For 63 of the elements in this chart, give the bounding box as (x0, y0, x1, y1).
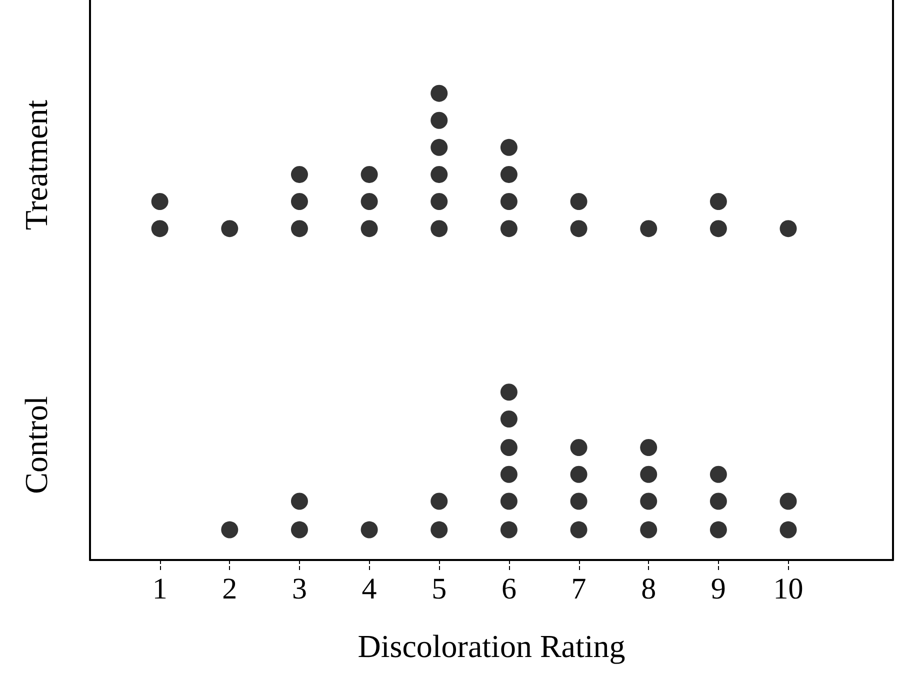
point (570, 439, 588, 456)
x-tick-label: 2 (222, 572, 238, 606)
point (430, 112, 448, 129)
point (360, 521, 378, 538)
point (430, 193, 448, 210)
point (570, 521, 588, 538)
point (500, 220, 518, 238)
point (430, 521, 448, 538)
point (500, 410, 518, 428)
point (570, 193, 588, 210)
point (430, 166, 448, 183)
point (640, 220, 658, 238)
point (290, 220, 308, 238)
point (430, 220, 448, 238)
point (430, 492, 448, 510)
x-tick-label: 3 (292, 572, 307, 606)
point (500, 439, 518, 456)
point (570, 466, 588, 483)
point (290, 492, 308, 510)
point (500, 193, 518, 210)
point (290, 193, 308, 210)
point (710, 220, 727, 238)
point (640, 439, 658, 456)
x-tick-label: 5 (432, 572, 447, 606)
point (640, 492, 658, 510)
point (710, 193, 727, 210)
point (290, 521, 308, 538)
point (500, 166, 518, 183)
point (360, 193, 378, 210)
x-tick-label: 9 (710, 572, 726, 606)
point (430, 138, 448, 156)
point (500, 492, 518, 510)
point (710, 492, 727, 510)
point (710, 466, 727, 483)
point (780, 492, 797, 510)
point (500, 384, 518, 401)
x-tick-label: 1 (152, 572, 168, 606)
point (500, 466, 518, 483)
point (221, 220, 238, 238)
point (640, 466, 658, 483)
point (151, 193, 168, 210)
x-axis-title: Discoloration Rating (358, 628, 626, 664)
point (500, 138, 518, 156)
point (360, 220, 378, 238)
point (500, 521, 518, 538)
point (780, 220, 797, 238)
point (430, 84, 448, 102)
point (710, 521, 727, 538)
point (570, 220, 588, 238)
point (151, 220, 168, 238)
point (290, 166, 308, 183)
y-axis-title: Control (18, 396, 54, 494)
x-tick-label: 6 (501, 572, 516, 606)
point (360, 166, 378, 183)
point (221, 521, 238, 538)
x-tick-label: 7 (571, 572, 586, 606)
point (780, 521, 797, 538)
x-tick-label: 8 (641, 572, 656, 606)
y-axis-title: Treatment (18, 100, 54, 230)
x-tick-label: 4 (362, 572, 377, 606)
point (640, 521, 658, 538)
x-tick-label: 10 (773, 572, 804, 606)
point (570, 492, 588, 510)
